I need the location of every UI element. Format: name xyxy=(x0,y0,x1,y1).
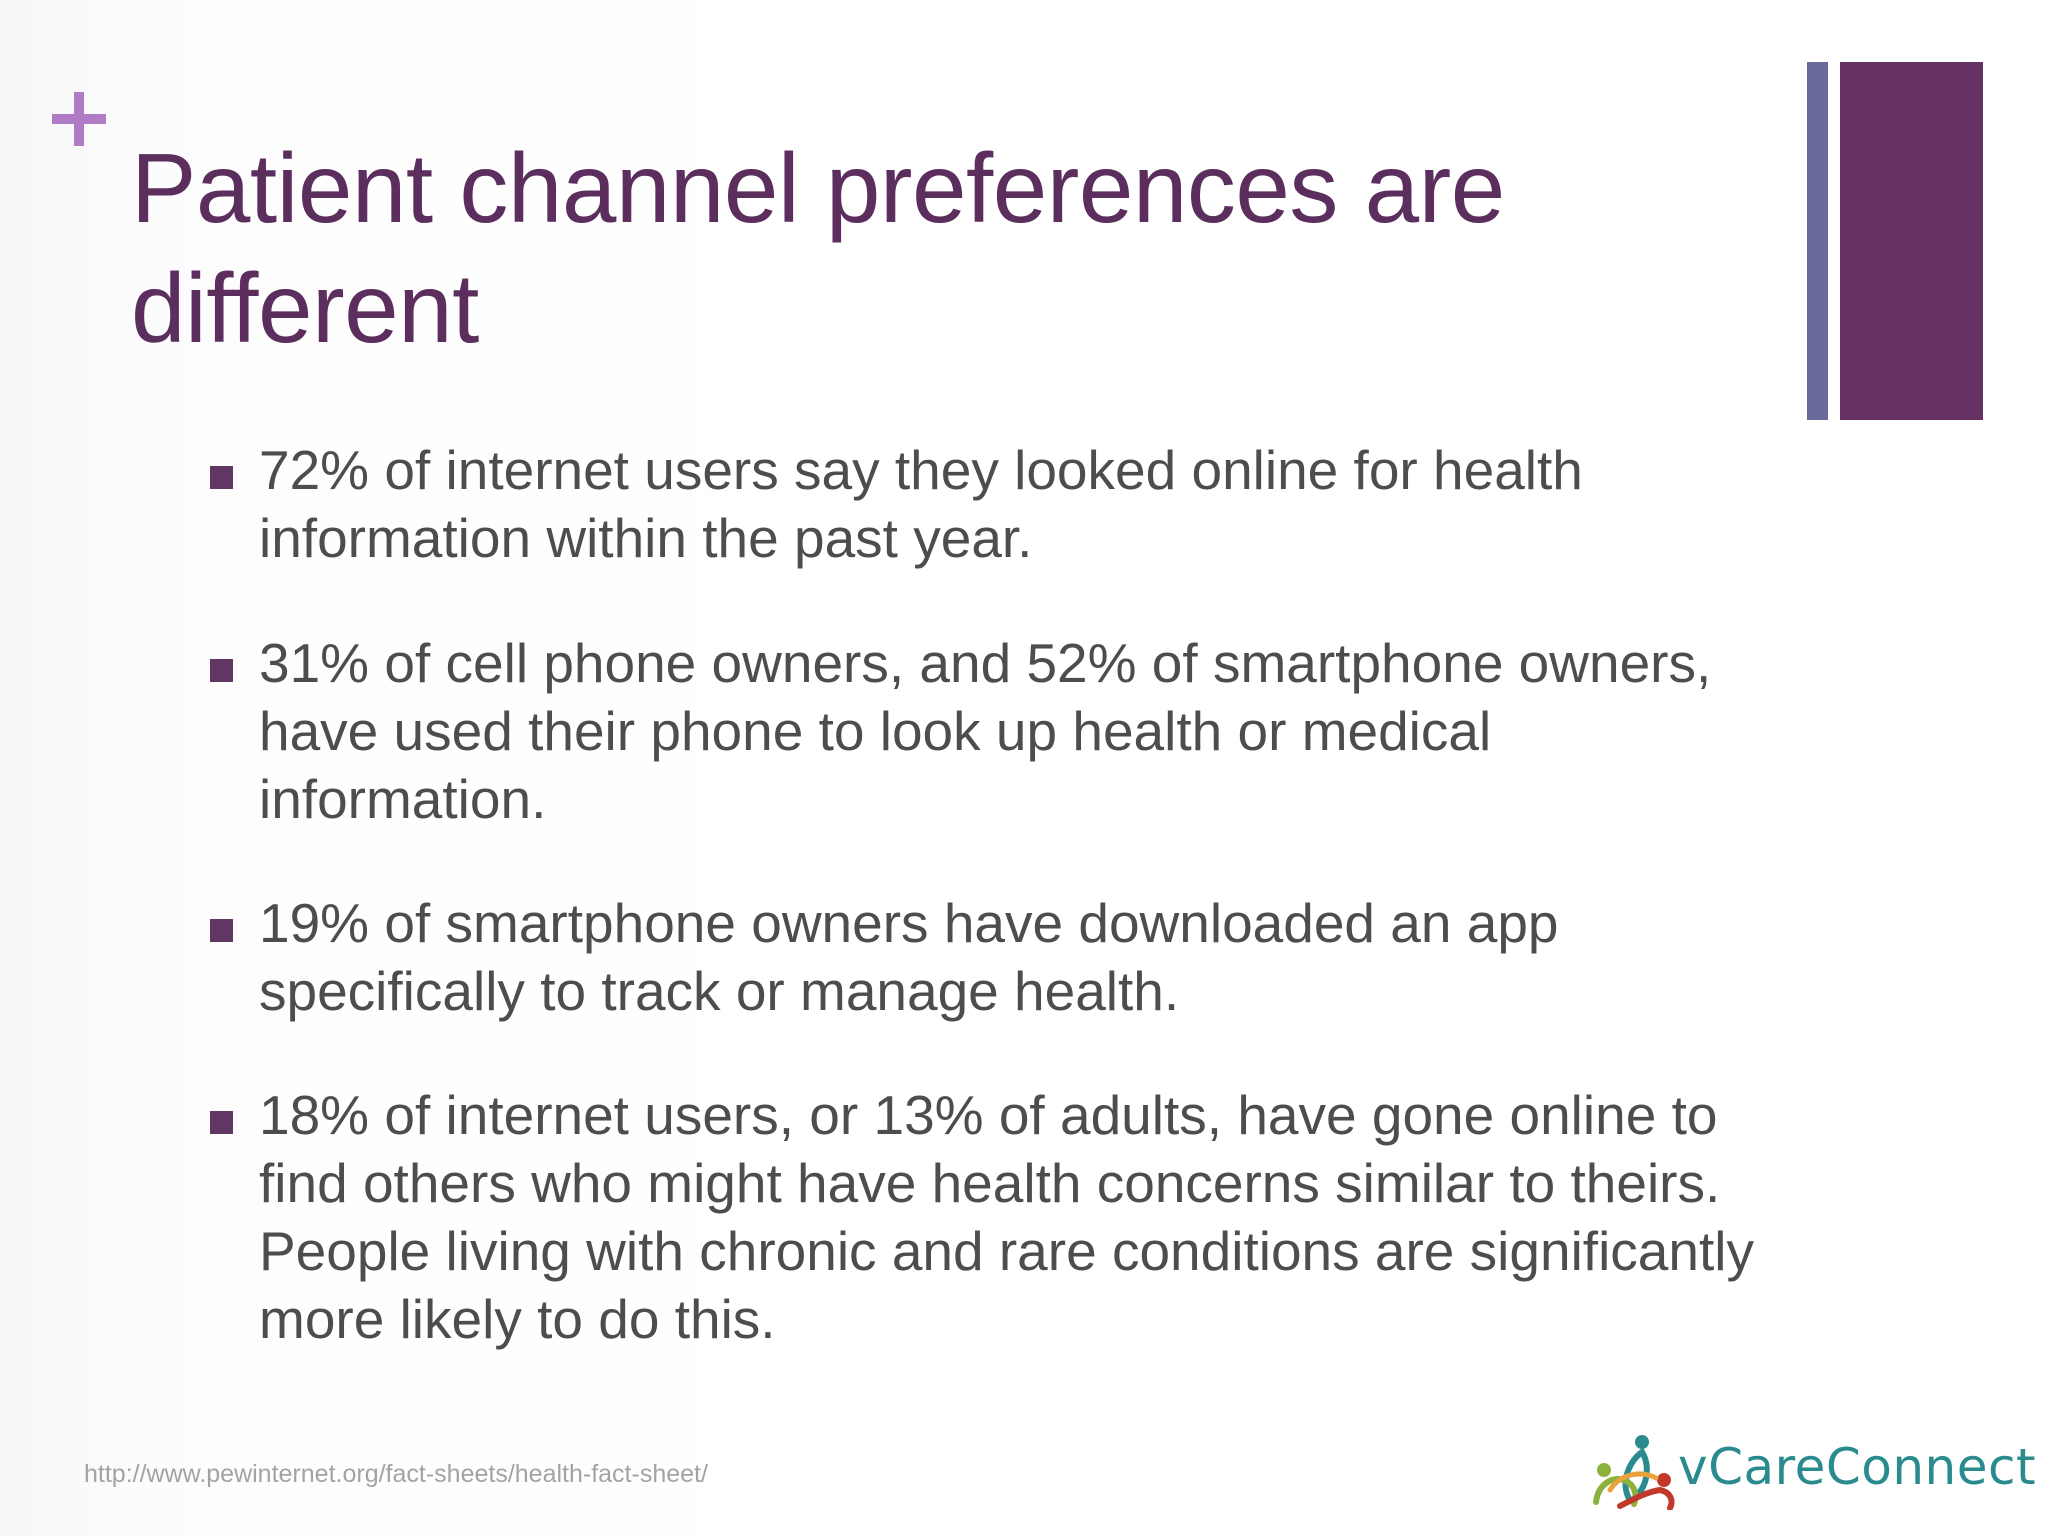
logo-text: vCareConnect xyxy=(1678,1438,2037,1496)
square-bullet-icon xyxy=(210,659,233,682)
bullet-text: 19% of smartphone owners have downloaded… xyxy=(259,892,1559,1022)
source-url[interactable]: http://www.pewinternet.org/fact-sheets/h… xyxy=(84,1460,708,1488)
bullet-text: 18% of internet users, or 13% of adults,… xyxy=(259,1084,1754,1350)
bullet-item: 18% of internet users, or 13% of adults,… xyxy=(210,1081,1770,1353)
slide-title: Patient channel preferences are differen… xyxy=(131,133,1505,363)
bullet-item: 72% of internet users say they looked on… xyxy=(210,436,1770,572)
vcareconnect-logo: vCareConnect xyxy=(1590,1430,2036,1510)
square-bullet-icon xyxy=(210,919,233,942)
people-circle-logo-icon xyxy=(1593,1435,1675,1510)
bullet-list: 72% of internet users say they looked on… xyxy=(210,436,1770,1353)
plus-icon xyxy=(52,92,106,146)
accent-bar-thin xyxy=(1807,62,1828,420)
square-bullet-icon xyxy=(210,1111,233,1134)
bullet-text: 72% of internet users say they looked on… xyxy=(259,439,1583,569)
accent-bar-wide xyxy=(1840,62,1983,420)
bullet-item: 19% of smartphone owners have downloaded… xyxy=(210,889,1770,1025)
bullet-text: 31% of cell phone owners, and 52% of sma… xyxy=(259,632,1712,830)
bullet-item: 31% of cell phone owners, and 52% of sma… xyxy=(210,629,1770,833)
square-bullet-icon xyxy=(210,466,233,489)
